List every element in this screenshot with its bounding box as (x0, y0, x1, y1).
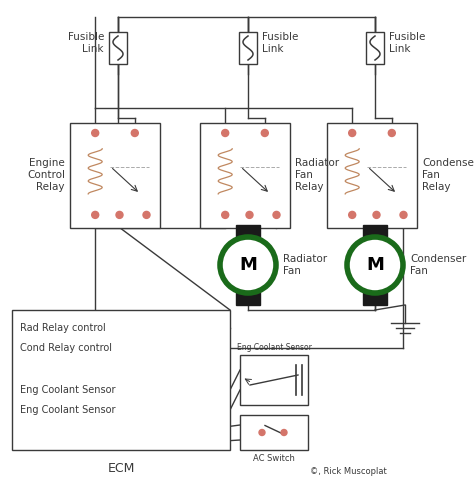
Bar (327, 123, 417, 227)
Circle shape (222, 130, 228, 136)
Bar (240, 355, 308, 405)
Text: Fusible
Link: Fusible Link (68, 32, 104, 54)
Text: M: M (366, 256, 384, 274)
Bar (240, 415, 308, 450)
Text: Engine
Control
Relay: Engine Control Relay (27, 158, 65, 192)
Circle shape (91, 130, 99, 136)
Bar (366, 32, 384, 64)
Circle shape (347, 237, 403, 293)
Text: Cond Relay control: Cond Relay control (20, 343, 112, 353)
Text: ECM: ECM (107, 462, 135, 475)
Circle shape (281, 430, 287, 435)
Bar (200, 123, 290, 227)
Bar (236, 291, 260, 305)
Text: AC Switch: AC Switch (253, 454, 295, 463)
Text: Radiator
Fan: Radiator Fan (283, 254, 327, 276)
Text: Eng Coolant Sensor: Eng Coolant Sensor (20, 385, 116, 395)
Text: Fusible
Link: Fusible Link (262, 32, 298, 54)
Circle shape (259, 430, 265, 435)
Circle shape (220, 237, 276, 293)
Bar (239, 32, 257, 64)
Circle shape (116, 211, 123, 218)
Circle shape (131, 130, 138, 136)
Bar (363, 225, 387, 239)
Circle shape (400, 211, 407, 218)
Text: Eng Coolant Sensor: Eng Coolant Sensor (237, 343, 311, 352)
Text: Condenser
Fan: Condenser Fan (410, 254, 466, 276)
Bar (363, 291, 387, 305)
Circle shape (349, 130, 356, 136)
Text: M: M (239, 256, 257, 274)
Circle shape (349, 211, 356, 218)
Bar (70, 123, 160, 227)
Circle shape (222, 211, 228, 218)
Text: Radiator
Fan
Relay: Radiator Fan Relay (295, 158, 339, 192)
Text: Rad Relay control: Rad Relay control (20, 323, 106, 333)
Bar (236, 225, 260, 239)
Circle shape (373, 211, 380, 218)
Text: ©, Rick Muscoplat: ©, Rick Muscoplat (310, 468, 387, 476)
Circle shape (388, 130, 395, 136)
Circle shape (246, 211, 253, 218)
Circle shape (273, 211, 280, 218)
Text: Fusible
Link: Fusible Link (389, 32, 425, 54)
Text: Eng Coolant Sensor: Eng Coolant Sensor (20, 405, 116, 415)
Bar (12, 310, 230, 450)
Circle shape (261, 130, 268, 136)
Bar (109, 32, 127, 64)
Text: Condenser
Fan
Relay: Condenser Fan Relay (422, 158, 474, 192)
Circle shape (143, 211, 150, 218)
Circle shape (91, 211, 99, 218)
